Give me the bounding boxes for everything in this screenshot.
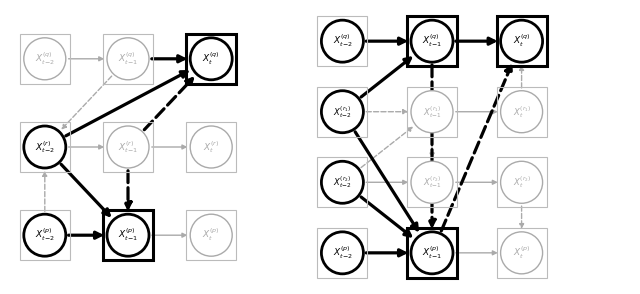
Circle shape — [411, 232, 453, 274]
Bar — [407, 228, 457, 278]
Text: $X_{t}^{(r)}$: $X_{t}^{(r)}$ — [203, 139, 220, 155]
Text: $X_{t}^{(p)}$: $X_{t}^{(p)}$ — [202, 227, 220, 243]
Text: $X_{t}^{(r_2)}$: $X_{t}^{(r_2)}$ — [513, 174, 531, 190]
Text: $X_{t{-}2}^{(p)}$: $X_{t{-}2}^{(p)}$ — [35, 227, 54, 243]
Circle shape — [107, 214, 149, 256]
Circle shape — [321, 91, 364, 133]
Bar — [186, 122, 236, 172]
Bar — [497, 87, 547, 137]
Bar — [407, 157, 457, 207]
Text: $X_{t{-}1}^{(p)}$: $X_{t{-}1}^{(p)}$ — [118, 227, 138, 243]
Text: $X_{t}^{(q)}$: $X_{t}^{(q)}$ — [202, 51, 220, 67]
Circle shape — [190, 214, 232, 256]
Text: $X_{t}^{(p)}$: $X_{t}^{(p)}$ — [513, 245, 531, 261]
Circle shape — [107, 38, 149, 80]
Circle shape — [411, 161, 453, 203]
Bar — [497, 157, 547, 207]
Circle shape — [107, 126, 149, 168]
Text: $X_{t}^{(q)}$: $X_{t}^{(q)}$ — [513, 33, 531, 49]
Bar — [497, 228, 547, 278]
Bar — [317, 16, 367, 66]
Text: $X_{t{-}2}^{(p)}$: $X_{t{-}2}^{(p)}$ — [333, 245, 352, 261]
Circle shape — [411, 91, 453, 133]
Text: $X_{t{-}1}^{(q)}$: $X_{t{-}1}^{(q)}$ — [422, 33, 442, 49]
Text: $X_{t{-}1}^{(p)}$: $X_{t{-}1}^{(p)}$ — [422, 245, 442, 261]
Circle shape — [500, 20, 543, 62]
Text: $X_{t{-}1}^{(r_1)}$: $X_{t{-}1}^{(r_1)}$ — [423, 104, 441, 120]
Bar — [20, 122, 70, 172]
Circle shape — [190, 38, 232, 80]
Circle shape — [24, 214, 66, 256]
Bar — [103, 34, 153, 84]
Bar — [407, 87, 457, 137]
Bar — [20, 210, 70, 260]
Text: $X_{t{-}1}^{(r_2)}$: $X_{t{-}1}^{(r_2)}$ — [423, 174, 441, 190]
Text: $X_{t{-}1}^{(q)}$: $X_{t{-}1}^{(q)}$ — [118, 51, 138, 67]
Circle shape — [411, 20, 453, 62]
Text: $X_{t{-}2}^{(q)}$: $X_{t{-}2}^{(q)}$ — [333, 33, 352, 49]
Circle shape — [500, 161, 543, 203]
Circle shape — [24, 126, 66, 168]
Text: $X_{t{-}2}^{(r_2)}$: $X_{t{-}2}^{(r_2)}$ — [333, 174, 351, 190]
Bar — [103, 210, 153, 260]
Circle shape — [500, 232, 543, 274]
Bar — [103, 122, 153, 172]
Bar — [497, 16, 547, 66]
Text: $X_{t{-}2}^{(q)}$: $X_{t{-}2}^{(q)}$ — [35, 51, 54, 67]
Bar — [317, 157, 367, 207]
Bar — [186, 210, 236, 260]
Bar — [407, 16, 457, 66]
Text: $X_{t{-}2}^{(r_1)}$: $X_{t{-}2}^{(r_1)}$ — [333, 104, 351, 120]
Bar — [20, 34, 70, 84]
Circle shape — [500, 91, 543, 133]
Bar — [317, 228, 367, 278]
Text: $X_{t{-}1}^{(r)}$: $X_{t{-}1}^{(r)}$ — [118, 139, 138, 155]
Text: $X_{t}^{(r_1)}$: $X_{t}^{(r_1)}$ — [513, 104, 531, 120]
Bar — [317, 87, 367, 137]
Circle shape — [321, 20, 364, 62]
Circle shape — [190, 126, 232, 168]
Circle shape — [321, 232, 364, 274]
Circle shape — [24, 38, 66, 80]
Text: $X_{t{-}2}^{(r)}$: $X_{t{-}2}^{(r)}$ — [35, 139, 54, 155]
Bar — [186, 34, 236, 84]
Circle shape — [321, 161, 364, 203]
